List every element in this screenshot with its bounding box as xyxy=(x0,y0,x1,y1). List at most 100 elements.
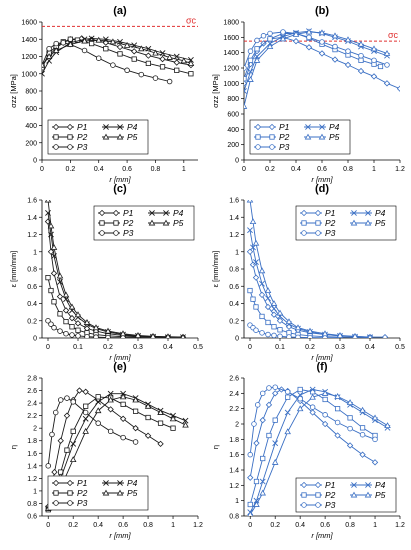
data-point-p3 xyxy=(265,331,271,338)
data-point-p1 xyxy=(56,293,64,300)
y-tick-label: 1000 xyxy=(223,81,239,88)
y-tick-label: 800 xyxy=(25,89,37,96)
data-point-p2 xyxy=(260,455,266,462)
x-tick-label: 0 xyxy=(248,522,252,529)
data-point-p1 xyxy=(51,468,58,476)
data-point-p5 xyxy=(367,333,373,338)
x-tick-label: 0 xyxy=(40,166,44,173)
y-tick-label: 1 xyxy=(33,488,37,495)
data-point-p5 xyxy=(383,50,391,56)
data-point-p1 xyxy=(265,401,273,408)
y-axis-label: η xyxy=(9,445,18,449)
x-tick-label: 0 xyxy=(242,166,246,173)
legend-marker-p1 xyxy=(314,209,322,217)
series-line-p1 xyxy=(249,389,376,478)
legend-label-p1: P1 xyxy=(325,480,336,490)
data-point-p1 xyxy=(253,440,260,447)
series-line-p3 xyxy=(47,397,136,466)
data-point-p5 xyxy=(305,28,313,35)
y-tick-label: 1.6 xyxy=(27,451,37,458)
data-point-p5 xyxy=(334,392,341,399)
data-point-p3 xyxy=(81,47,88,54)
data-point-p2 xyxy=(253,304,259,310)
y-tick-label: 1800 xyxy=(223,20,239,27)
legend-marker-p3 xyxy=(269,144,275,150)
data-point-p4 xyxy=(253,259,259,266)
data-point-p2 xyxy=(64,447,70,453)
panel-label: (d) xyxy=(315,183,329,195)
data-point-p5 xyxy=(266,43,274,50)
data-point-p2 xyxy=(103,46,109,52)
panel-label: (c) xyxy=(113,183,127,195)
data-point-p5 xyxy=(94,407,102,414)
data-point-p1 xyxy=(357,67,365,75)
legend-marker-p5 xyxy=(116,133,124,140)
x-tick-label: 1.2 xyxy=(395,166,405,173)
data-point-p5 xyxy=(246,200,254,203)
data-point-p1 xyxy=(50,270,58,277)
data-point-p3 xyxy=(280,29,286,35)
panel-label: (f) xyxy=(317,361,328,373)
legend-marker-p5 xyxy=(350,219,358,226)
legend-marker-p4 xyxy=(351,482,357,488)
data-point-p1 xyxy=(371,459,379,466)
data-point-p3 xyxy=(64,395,70,401)
x-tick-label: 0.2 xyxy=(103,344,113,351)
y-axis-label: ε [mm/mm] xyxy=(9,251,18,288)
legend-marker-p4 xyxy=(149,210,155,216)
data-point-p5 xyxy=(74,311,82,318)
chart-panel-3: (c) 0 0.1 0.2 0.3 0.4 0.5 0 0.2 0.4 0.6 0.8 1 1.2 1.4 1… xyxy=(9,183,203,362)
y-tick-label: 1.2 xyxy=(229,232,239,239)
data-point-p2 xyxy=(117,51,123,57)
data-point-p2 xyxy=(170,425,176,431)
legend-marker-p1 xyxy=(52,123,60,131)
data-point-p2 xyxy=(334,406,341,412)
data-point-p5 xyxy=(371,414,379,421)
data-point-p1 xyxy=(173,59,180,66)
data-point-p2 xyxy=(277,327,283,333)
data-point-p1 xyxy=(270,311,278,318)
data-point-p2 xyxy=(266,432,272,439)
legend-marker-p4 xyxy=(117,480,123,486)
data-point-p2 xyxy=(48,287,54,294)
data-point-p5 xyxy=(357,40,365,47)
legend-marker-p4 xyxy=(365,210,371,216)
legend-marker-p1 xyxy=(66,123,74,131)
data-point-p3 xyxy=(166,78,173,85)
data-point-p1 xyxy=(370,73,378,80)
data-point-p1 xyxy=(107,406,114,413)
data-point-p3 xyxy=(244,65,247,71)
data-point-p2 xyxy=(267,36,273,42)
legend-label-p3: P3 xyxy=(325,228,336,238)
data-point-p2 xyxy=(358,57,364,63)
data-point-p3 xyxy=(49,431,55,438)
data-point-p3 xyxy=(46,45,52,52)
legend-label-p5: P5 xyxy=(375,218,386,228)
data-point-p1 xyxy=(331,56,339,63)
legend-marker-p5 xyxy=(318,133,326,140)
data-point-p4 xyxy=(284,409,291,416)
data-point-p5 xyxy=(68,303,76,310)
data-point-p3 xyxy=(306,34,312,41)
data-point-p1 xyxy=(246,248,254,255)
y-tick-label: 1.4 xyxy=(229,468,239,475)
legend-marker-p2 xyxy=(255,134,261,140)
data-point-p2 xyxy=(244,76,247,82)
series-group xyxy=(247,384,391,516)
critical-stress-label: σc xyxy=(388,30,399,40)
y-tick-label: 0 xyxy=(235,336,239,343)
data-point-p4 xyxy=(259,280,265,287)
x-tick-label: 0.5 xyxy=(395,344,405,351)
legend-marker-p1 xyxy=(98,209,106,217)
legend-marker-p1 xyxy=(300,209,308,217)
data-point-p2 xyxy=(271,324,277,330)
data-point-p3 xyxy=(254,37,260,44)
data-point-p3 xyxy=(105,334,111,338)
y-tick-label: 2.6 xyxy=(27,388,37,395)
x-tick-label: 0.5 xyxy=(193,344,203,351)
panel-label: (b) xyxy=(315,5,329,17)
x-axis-label: r [mm] xyxy=(109,531,131,540)
data-point-p5 xyxy=(69,456,77,463)
data-point-p2 xyxy=(75,327,81,333)
